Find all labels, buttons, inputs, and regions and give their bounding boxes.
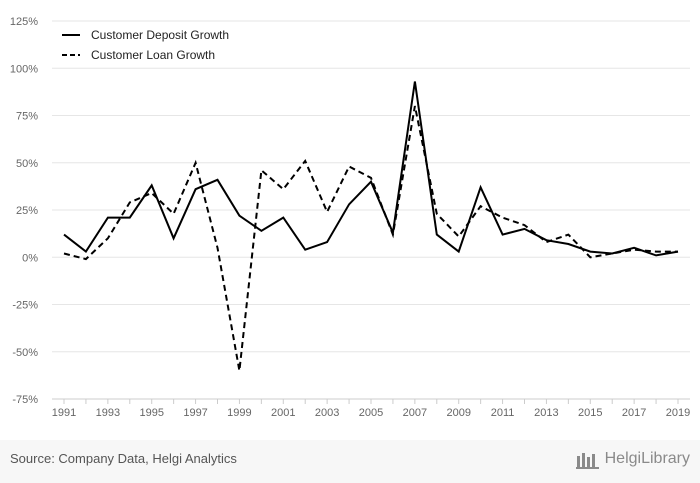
source-note: Source: Company Data, Helgi Analytics: [10, 451, 237, 466]
y-tick-label: 25%: [16, 205, 38, 217]
library-logo-icon: [575, 453, 599, 469]
x-tick-label: 2001: [271, 407, 295, 419]
x-tick-label: 2015: [578, 407, 602, 419]
legend-label-deposit: Customer Deposit Growth: [91, 28, 229, 42]
y-tick-label: 50%: [16, 158, 38, 170]
series-line-deposit: [63, 81, 679, 257]
x-tick-label: 1995: [139, 407, 163, 419]
y-axis: 125% 100% 75% 50% 25% 0% -25% -50% -75%: [10, 16, 38, 406]
x-tick-label: 1999: [227, 407, 251, 419]
footer: Source: Company Data, Helgi Analytics He…: [0, 440, 700, 483]
x-tick-label: 2007: [403, 407, 427, 419]
y-tick-label: 100%: [10, 63, 38, 75]
x-tick-label: 2019: [666, 407, 690, 419]
line-chart: 125% 100% 75% 50% 25% 0% -25% -50% -75% 1991 1993…: [10, 16, 690, 419]
y-tick-label: 125%: [10, 16, 38, 28]
y-tick-label: 0%: [22, 252, 38, 264]
x-tick-label: 1997: [183, 407, 207, 419]
legend: Customer Deposit Growth Customer Loan Gr…: [62, 28, 229, 62]
x-tick-label: 1993: [96, 407, 120, 419]
brand-name: HelgiLibrary: [604, 450, 690, 467]
series-line-loan: [63, 105, 678, 371]
legend-label-loan: Customer Loan Growth: [91, 48, 215, 62]
x-tick-label: 2005: [359, 407, 383, 419]
series-lines: [63, 81, 679, 371]
x-tick-label: 2003: [315, 407, 339, 419]
x-axis: 1991 1993 1995 1997 1999 2001 2003 2005 2007 2009…: [52, 398, 690, 419]
grid-lines: [52, 20, 690, 353]
y-tick-label: 75%: [16, 111, 38, 123]
y-tick-label: -75%: [12, 394, 38, 406]
y-tick-label: -25%: [12, 300, 38, 312]
x-tick-label: 2013: [534, 407, 558, 419]
x-tick-label: 1991: [52, 407, 76, 419]
x-tick-label: 2011: [491, 407, 515, 419]
y-tick-label: -50%: [12, 347, 38, 359]
x-tick-label: 2009: [446, 407, 470, 419]
brand[interactable]: HelgiLibrary: [575, 448, 690, 470]
x-tick-label: 2017: [622, 407, 646, 419]
